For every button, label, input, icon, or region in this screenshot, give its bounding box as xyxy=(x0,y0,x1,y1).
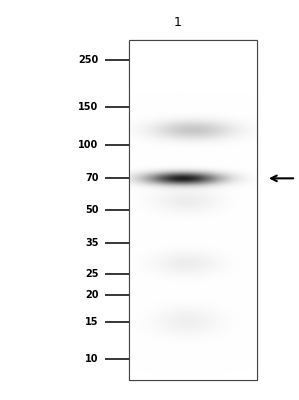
Text: 100: 100 xyxy=(78,140,99,150)
Text: 1: 1 xyxy=(174,16,182,28)
Text: 150: 150 xyxy=(78,102,99,112)
Text: 20: 20 xyxy=(85,290,99,300)
Text: 10: 10 xyxy=(85,354,99,364)
Text: 70: 70 xyxy=(85,173,99,183)
Text: 25: 25 xyxy=(85,269,99,279)
Text: 15: 15 xyxy=(85,316,99,326)
Text: 250: 250 xyxy=(78,55,99,65)
Text: 50: 50 xyxy=(85,205,99,215)
Text: 35: 35 xyxy=(85,238,99,248)
FancyBboxPatch shape xyxy=(129,40,257,380)
